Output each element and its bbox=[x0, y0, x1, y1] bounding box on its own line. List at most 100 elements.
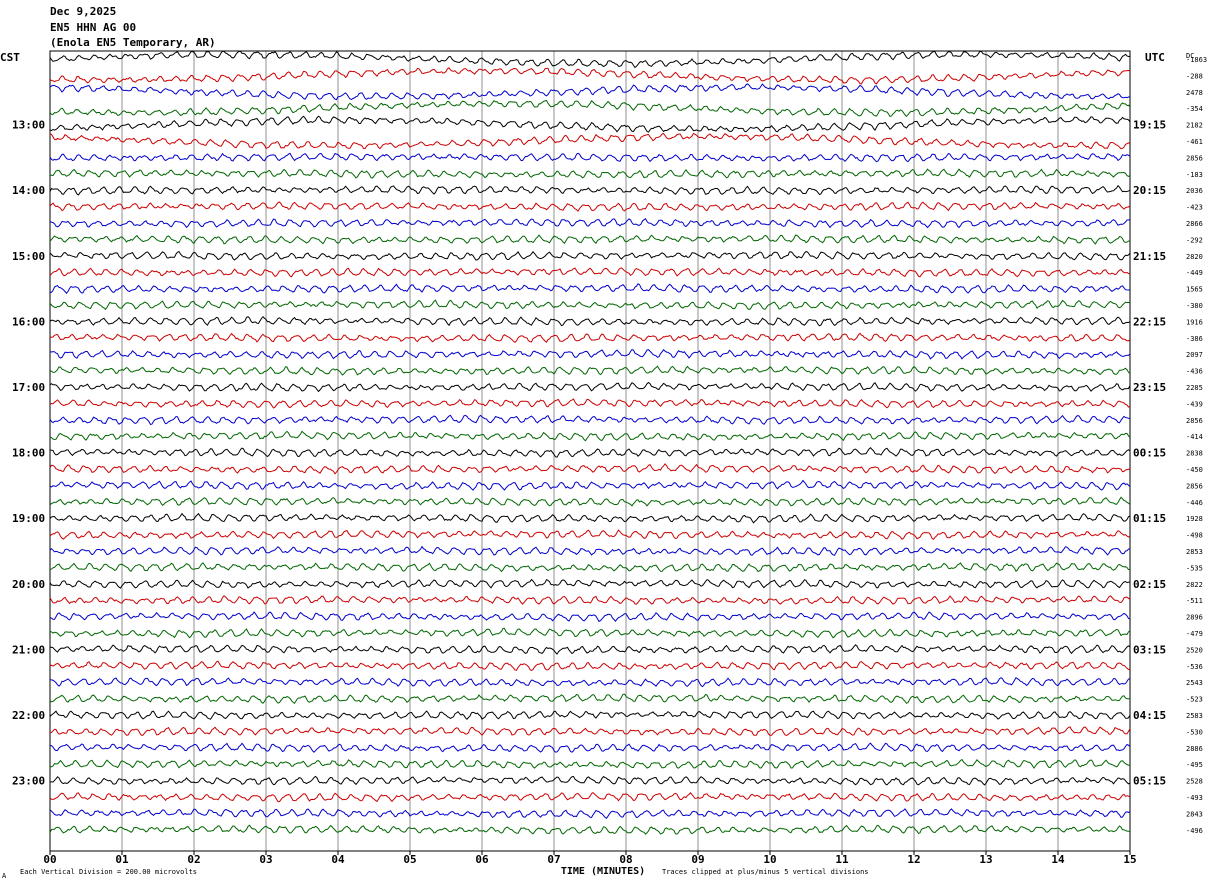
seismic-trace bbox=[49, 100, 1131, 118]
left-hour-label: 23:00 bbox=[12, 775, 45, 788]
x-tick-label: 02 bbox=[187, 853, 200, 866]
dc-offset-label: 2182 bbox=[1186, 122, 1203, 130]
seismic-trace bbox=[49, 267, 1131, 278]
dc-offset-label: -414 bbox=[1186, 433, 1203, 441]
seismic-trace bbox=[49, 50, 1131, 69]
seismic-trace bbox=[49, 710, 1131, 721]
dc-offset-label: -292 bbox=[1186, 236, 1203, 244]
dc-offset-label: -183 bbox=[1186, 171, 1203, 179]
seismic-trace bbox=[49, 512, 1131, 524]
seismic-trace bbox=[49, 132, 1131, 150]
dc-offset-label: 2853 bbox=[1186, 548, 1203, 556]
right-timezone-label: UTC bbox=[1145, 51, 1165, 64]
seismic-trace bbox=[49, 250, 1131, 261]
dc-offset-label: -436 bbox=[1186, 368, 1203, 376]
right-hour-label: 03:15 bbox=[1133, 643, 1166, 656]
x-tick-label: 11 bbox=[835, 853, 849, 866]
right-hour-label: 05:15 bbox=[1133, 775, 1166, 788]
dc-offset-label: 2528 bbox=[1186, 778, 1203, 786]
seismic-trace bbox=[49, 217, 1131, 229]
seismic-trace bbox=[49, 398, 1131, 409]
x-tick-label: 08 bbox=[619, 853, 632, 866]
dc-offset-label: 2820 bbox=[1186, 253, 1203, 261]
x-tick-label: 04 bbox=[331, 853, 345, 866]
dc-offset-label: -511 bbox=[1186, 597, 1203, 605]
seismic-trace bbox=[49, 315, 1131, 327]
seismic-trace bbox=[49, 791, 1131, 803]
dc-offset-label: 2583 bbox=[1186, 712, 1203, 720]
right-hour-label: 20:15 bbox=[1133, 184, 1166, 197]
left-hour-label: 16:00 bbox=[12, 315, 45, 328]
clip-note: Traces clipped at plus/minus 5 vertical … bbox=[662, 868, 869, 876]
x-tick-label: 14 bbox=[1051, 853, 1065, 866]
seismic-trace bbox=[49, 627, 1131, 639]
dc-offset-label: 2543 bbox=[1186, 679, 1203, 687]
left-hour-label: 15:00 bbox=[12, 250, 45, 263]
date-label: Dec 9,2025 bbox=[50, 5, 116, 18]
left-hour-label: 18:00 bbox=[12, 447, 45, 460]
seismic-trace bbox=[49, 644, 1131, 655]
left-hour-label: 20:00 bbox=[12, 578, 45, 591]
x-tick-label: 01 bbox=[115, 853, 129, 866]
dc-offset-label: -536 bbox=[1186, 663, 1203, 671]
seismic-trace bbox=[49, 775, 1131, 786]
seismic-trace bbox=[49, 529, 1131, 540]
dc-offset-label: 1565 bbox=[1186, 286, 1203, 294]
seismic-trace bbox=[49, 726, 1131, 737]
time-labels: 00 01 02 03 04 05 06 07 08 09 10 11 12 13 14 15 13:00 14:… bbox=[12, 56, 1207, 866]
x-tick-label: 07 bbox=[547, 853, 560, 866]
seismic-trace bbox=[49, 349, 1131, 360]
x-axis-label: TIME (MINUTES) bbox=[561, 866, 645, 877]
dc-offset-label: -535 bbox=[1186, 564, 1203, 572]
dc-offset-label: -386 bbox=[1186, 335, 1203, 343]
seismic-trace bbox=[49, 83, 1131, 101]
dc-offset-label: 2866 bbox=[1186, 220, 1203, 228]
x-tick-label: 06 bbox=[475, 853, 489, 866]
dc-offset-label: -493 bbox=[1186, 794, 1203, 802]
right-hour-label: 02:15 bbox=[1133, 578, 1166, 591]
dc-offset-label: 2036 bbox=[1186, 187, 1203, 195]
dc-offset-label: 2896 bbox=[1186, 614, 1203, 622]
seismic-trace bbox=[49, 545, 1131, 556]
left-hour-label: 17:00 bbox=[12, 381, 45, 394]
dc-offset-label: -354 bbox=[1186, 105, 1203, 113]
seismic-trace bbox=[49, 168, 1131, 179]
right-hour-label: 01:15 bbox=[1133, 512, 1166, 525]
dc-offset-label: -530 bbox=[1186, 728, 1203, 736]
x-tick-label: 12 bbox=[907, 853, 920, 866]
dc-offset-label: -450 bbox=[1186, 466, 1203, 474]
plot-frame bbox=[49, 50, 1131, 852]
dc-offset-label: -523 bbox=[1186, 696, 1203, 704]
seismic-trace bbox=[49, 201, 1131, 212]
right-hour-label: 04:15 bbox=[1133, 709, 1166, 722]
seismic-trace bbox=[49, 332, 1131, 343]
dc-offset-label: 2856 bbox=[1186, 482, 1203, 490]
dc-offset-label: -449 bbox=[1186, 269, 1203, 277]
dc-offset-label: -461 bbox=[1186, 138, 1203, 146]
x-tick-label: 00 bbox=[43, 853, 56, 866]
seismic-trace bbox=[49, 824, 1131, 835]
seismic-trace bbox=[49, 446, 1131, 458]
left-hour-label: 22:00 bbox=[12, 709, 45, 722]
dc-offset-label: -1863 bbox=[1186, 56, 1207, 64]
dc-offset-label: -439 bbox=[1186, 400, 1203, 408]
dc-offset-label: -498 bbox=[1186, 532, 1203, 540]
seismic-trace bbox=[49, 808, 1131, 819]
right-hour-label: 23:15 bbox=[1133, 381, 1166, 394]
seismic-trace bbox=[49, 562, 1130, 573]
dc-offset-label: 2843 bbox=[1186, 810, 1203, 818]
station-label: (Enola EN5 Temporary, AR) bbox=[50, 36, 216, 49]
left-hour-label: 21:00 bbox=[12, 643, 45, 656]
dc-offset-label: -446 bbox=[1186, 499, 1203, 507]
x-tick-label: 05 bbox=[403, 853, 416, 866]
dc-offset-label: 2822 bbox=[1186, 581, 1203, 589]
dc-column-label: DC bbox=[1186, 52, 1194, 60]
right-hour-label: 19:15 bbox=[1133, 119, 1166, 132]
dc-offset-label: -380 bbox=[1186, 302, 1203, 310]
seismic-trace bbox=[49, 479, 1131, 491]
seismic-trace bbox=[49, 414, 1131, 425]
dc-offset-label: 2856 bbox=[1186, 417, 1203, 425]
dc-offset-label: 2838 bbox=[1186, 450, 1203, 458]
dc-offset-label: 2520 bbox=[1186, 646, 1203, 654]
